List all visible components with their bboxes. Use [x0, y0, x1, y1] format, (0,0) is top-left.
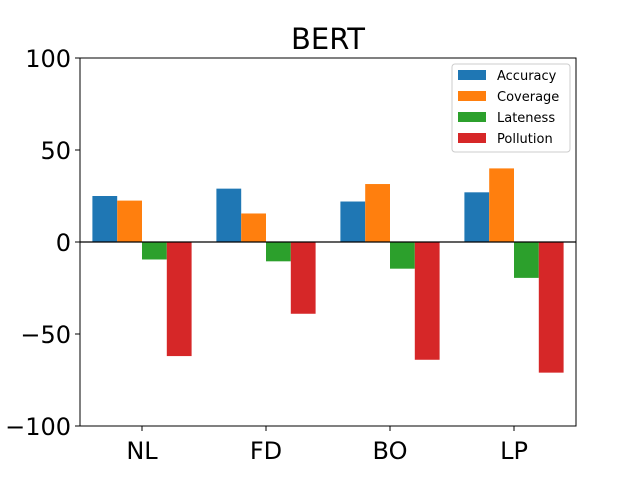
- legend-label-coverage: Coverage: [497, 90, 559, 105]
- bar-lateness-fd: [266, 242, 291, 262]
- bar-accuracy-nl: [92, 196, 118, 242]
- legend-frame: [451, 63, 571, 153]
- legend-label-pollution: Pollution: [497, 132, 553, 147]
- legend: Accuracy Coverage Lateness Pollution: [451, 63, 571, 153]
- legend-swatch-accuracy: [458, 70, 486, 80]
- bar-pollution-lp: [538, 242, 564, 373]
- legend-swatch-pollution: [458, 133, 486, 143]
- bar-coverage-fd: [241, 213, 266, 242]
- bar-pollution-fd: [290, 242, 316, 314]
- x-tick-label-bo: BO: [373, 437, 408, 465]
- legend-swatch-lateness: [458, 112, 486, 122]
- x-tick-label-nl: NL: [126, 437, 158, 465]
- bar-lateness-bo: [390, 242, 415, 269]
- bar-lateness-lp: [514, 242, 539, 278]
- y-tick-label: 0: [56, 229, 71, 257]
- bar-pollution-bo: [414, 242, 440, 360]
- legend-swatch-coverage: [458, 91, 486, 101]
- y-tick-label: 100: [25, 45, 71, 73]
- chart-title: BERT: [291, 22, 365, 56]
- bar-accuracy-lp: [464, 192, 490, 242]
- y-axis: −100 −50 0 50 100: [5, 45, 80, 441]
- bar-coverage-bo: [365, 184, 390, 242]
- bars-layer: [92, 168, 564, 373]
- legend-label-accuracy: Accuracy: [497, 69, 557, 84]
- bar-pollution-nl: [166, 242, 192, 357]
- y-tick-label: −100: [5, 413, 71, 441]
- legend-label-lateness: Lateness: [497, 111, 555, 126]
- bar-coverage-nl: [117, 200, 142, 242]
- bar-accuracy-bo: [340, 201, 366, 242]
- x-tick-label-lp: LP: [500, 437, 528, 465]
- bar-accuracy-fd: [216, 188, 242, 242]
- y-tick-label: 50: [40, 137, 71, 165]
- x-tick-label-fd: FD: [250, 437, 282, 465]
- bar-lateness-nl: [142, 242, 167, 260]
- x-axis: NL FD BO LP: [126, 426, 528, 465]
- y-tick-label: −50: [20, 321, 71, 349]
- bar-coverage-lp: [489, 168, 514, 242]
